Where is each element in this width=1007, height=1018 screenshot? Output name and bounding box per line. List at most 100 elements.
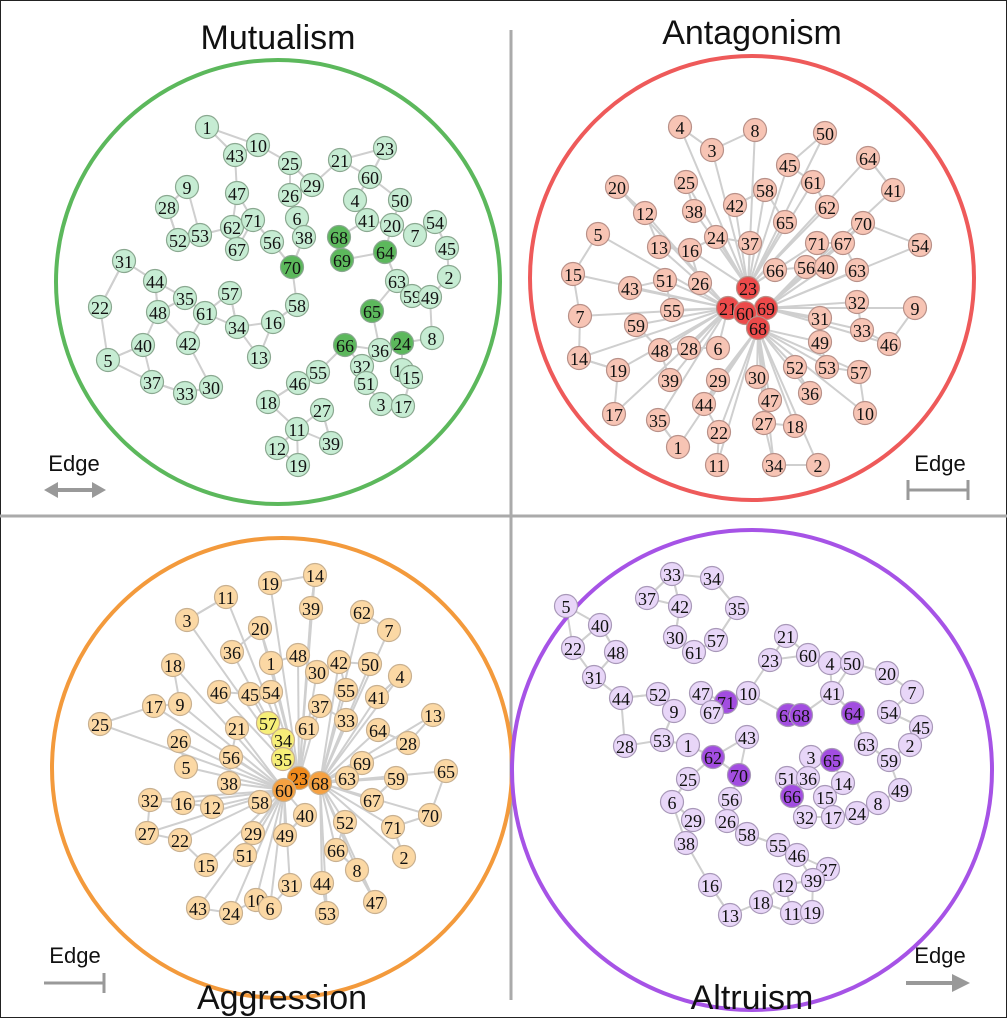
node-label: 52: [169, 231, 187, 251]
node-label: 23: [376, 139, 394, 159]
edge: [319, 729, 379, 784]
node: [357, 164, 383, 190]
node: [434, 235, 460, 261]
node: [216, 770, 242, 796]
node: [735, 275, 761, 301]
node: [703, 224, 729, 250]
node-label: 31: [585, 668, 603, 688]
node: [87, 294, 113, 320]
node: [224, 715, 250, 741]
node-label: 56: [721, 790, 739, 810]
node: [697, 872, 723, 898]
node-label: 53: [191, 226, 209, 246]
node: [757, 647, 783, 673]
node: [675, 766, 701, 792]
node: [279, 254, 305, 280]
node-label: 37: [741, 234, 759, 254]
edge: [319, 782, 394, 828]
node: [665, 434, 691, 460]
node: [804, 230, 830, 256]
node: [387, 663, 413, 689]
node-label: 21: [777, 627, 795, 647]
node-label: 10: [249, 136, 267, 156]
node-label: 66: [783, 787, 801, 807]
node: [646, 234, 672, 260]
node: [284, 292, 310, 318]
node-label: 3: [807, 748, 816, 768]
node: [807, 329, 833, 355]
node: [391, 844, 417, 870]
node: [699, 565, 725, 591]
node-label: 28: [680, 339, 698, 359]
node-label: 19: [803, 903, 821, 923]
node-label: 62: [353, 603, 371, 623]
edge: [765, 269, 858, 309]
panel-title: Antagonism: [662, 14, 842, 52]
edge: [711, 149, 749, 289]
node: [160, 652, 186, 678]
node: [292, 802, 318, 828]
node-label: 71: [384, 818, 402, 838]
node: [379, 212, 405, 238]
legend-label: Edge: [48, 451, 99, 476]
node-label: 67: [703, 703, 721, 723]
node: [567, 303, 593, 329]
node: [705, 335, 731, 361]
node-label: 9: [176, 695, 185, 715]
node: [387, 187, 413, 213]
node-label: 59: [627, 316, 645, 336]
node-label: 30: [666, 628, 684, 648]
node-label: 46: [880, 335, 898, 355]
node: [359, 298, 385, 324]
node-label: 50: [361, 655, 379, 675]
node: [380, 814, 406, 840]
node: [364, 684, 390, 710]
node: [199, 794, 225, 820]
node-label: 35: [649, 411, 667, 431]
node-label: 20: [251, 619, 269, 639]
node: [704, 452, 730, 478]
node: [792, 804, 818, 830]
node: [174, 607, 200, 633]
node: [844, 289, 870, 315]
node: [353, 370, 379, 396]
node: [344, 857, 370, 883]
node: [632, 200, 658, 226]
node-label: 5: [594, 225, 603, 245]
node-label: 46: [210, 683, 228, 703]
node: [222, 142, 248, 168]
node: [271, 777, 297, 803]
node-label: 26: [691, 274, 709, 294]
node-label: 66: [766, 261, 784, 281]
node: [681, 639, 707, 665]
node: [145, 299, 171, 325]
node-label: 40: [817, 258, 835, 278]
node: [389, 330, 415, 356]
edge: [747, 221, 786, 289]
node-label: 43: [621, 279, 639, 299]
node: [761, 452, 787, 478]
node: [899, 679, 925, 705]
node: [799, 899, 825, 925]
node-label: 24: [707, 228, 725, 248]
node-label: 49: [421, 288, 439, 308]
node-label: 31: [281, 876, 299, 896]
node-label: 13: [650, 238, 668, 258]
node-label: 70: [730, 766, 748, 786]
edge: [297, 654, 300, 779]
node-label: 67: [228, 240, 246, 260]
edge: [578, 307, 729, 359]
edge: [298, 705, 321, 779]
node-label: 24: [222, 904, 240, 924]
node-label: 13: [721, 906, 739, 926]
node-label: 55: [663, 301, 681, 321]
node-label: 7: [576, 307, 585, 327]
node-label: 42: [179, 334, 197, 354]
node: [784, 842, 810, 868]
node-label: 55: [337, 681, 355, 701]
node: [814, 194, 840, 220]
node: [134, 820, 160, 846]
node: [748, 889, 774, 915]
node: [326, 649, 352, 675]
node: [762, 257, 788, 283]
